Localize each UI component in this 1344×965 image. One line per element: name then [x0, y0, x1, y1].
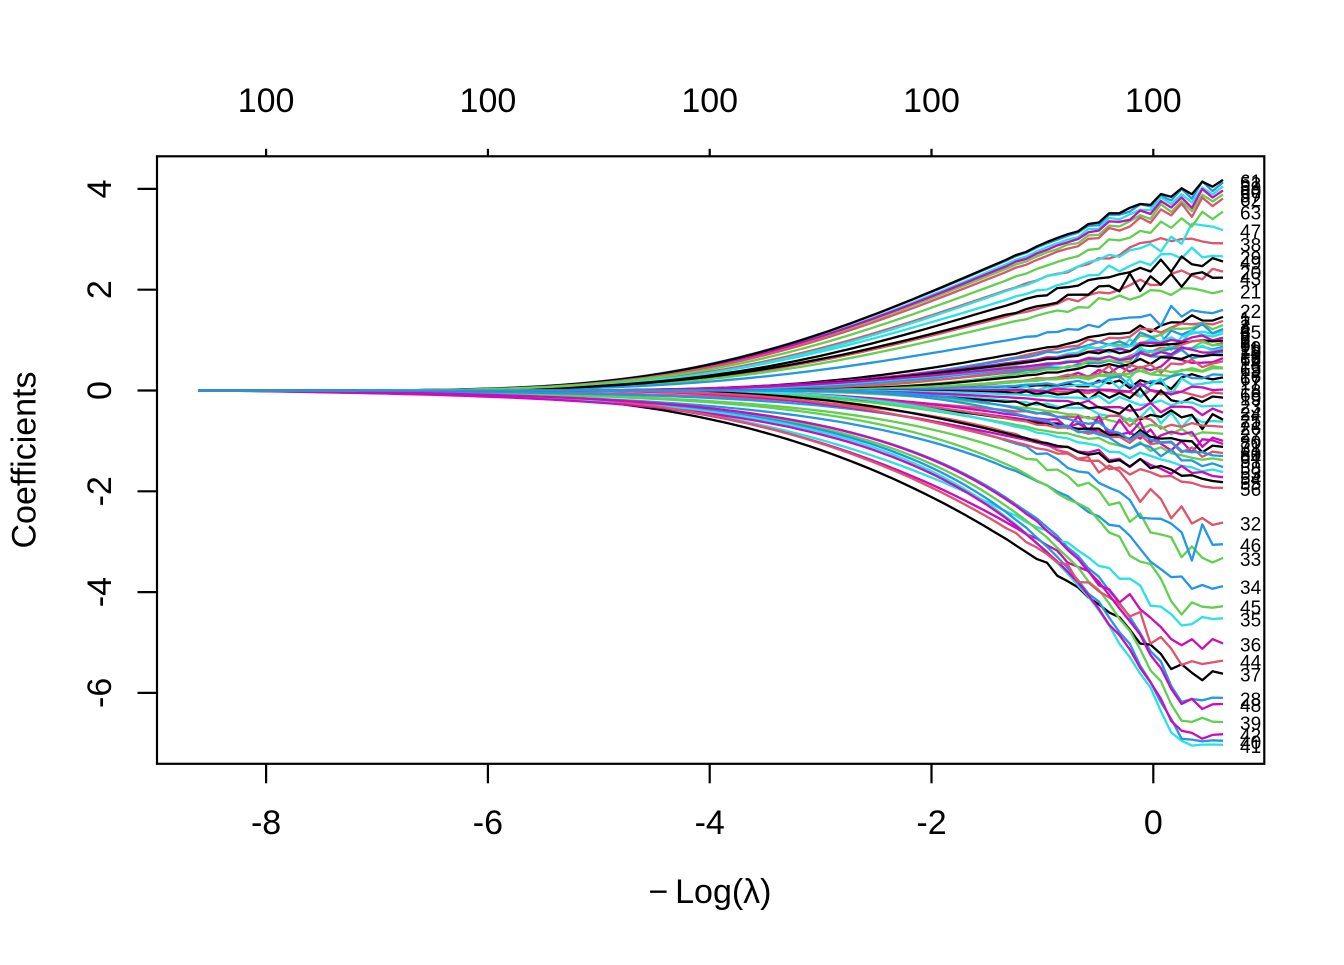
svg-text:6: 6: [1240, 330, 1251, 351]
svg-text:59: 59: [1240, 178, 1261, 199]
svg-text:12: 12: [1240, 342, 1261, 363]
svg-text:100: 100: [681, 82, 738, 120]
svg-text:46: 46: [1240, 536, 1261, 557]
svg-text:56: 56: [1240, 480, 1261, 501]
svg-text:17: 17: [1240, 374, 1261, 395]
svg-text:43: 43: [1240, 270, 1261, 291]
svg-text:45: 45: [1240, 598, 1261, 619]
svg-text:36: 36: [1240, 636, 1261, 657]
svg-text:71: 71: [1240, 414, 1261, 435]
svg-text:72: 72: [1240, 436, 1261, 457]
svg-text:25: 25: [1240, 412, 1261, 433]
svg-text:67: 67: [1240, 369, 1261, 390]
svg-text:13: 13: [1240, 347, 1261, 368]
svg-text:57: 57: [1240, 186, 1261, 207]
svg-text:15: 15: [1240, 360, 1261, 381]
svg-text:21: 21: [1240, 283, 1261, 304]
svg-text:26: 26: [1240, 419, 1261, 440]
svg-text:100: 100: [1125, 82, 1182, 120]
svg-text:14: 14: [1240, 353, 1262, 374]
svg-text:63: 63: [1240, 204, 1261, 225]
svg-text:40: 40: [1240, 733, 1261, 754]
svg-text:− Log(λ): − Log(λ): [648, 873, 771, 911]
svg-text:55: 55: [1240, 474, 1261, 495]
svg-text:60: 60: [1240, 182, 1261, 203]
svg-text:2: 2: [1240, 313, 1251, 334]
svg-text:44: 44: [1240, 653, 1262, 674]
svg-text:48: 48: [1240, 696, 1261, 717]
svg-text:0: 0: [81, 381, 119, 400]
svg-text:41: 41: [1240, 737, 1261, 758]
svg-text:38: 38: [1240, 235, 1261, 256]
svg-text:69: 69: [1240, 360, 1261, 381]
svg-text:50: 50: [1240, 445, 1261, 466]
svg-text:64: 64: [1240, 448, 1262, 469]
svg-text:100: 100: [460, 82, 517, 120]
svg-text:100: 100: [238, 82, 295, 120]
svg-text:-2: -2: [916, 804, 946, 842]
svg-text:-4: -4: [81, 577, 119, 607]
svg-text:61: 61: [1240, 172, 1261, 193]
svg-text:2: 2: [81, 280, 119, 299]
svg-text:34: 34: [1240, 578, 1262, 599]
svg-text:3: 3: [1240, 317, 1251, 338]
svg-text:54: 54: [1240, 469, 1262, 490]
svg-text:-2: -2: [81, 476, 119, 506]
svg-text:37: 37: [1240, 666, 1261, 687]
svg-text:29: 29: [1240, 248, 1261, 269]
svg-text:49: 49: [1240, 254, 1261, 275]
svg-text:18: 18: [1240, 382, 1261, 403]
svg-text:28: 28: [1240, 690, 1261, 711]
svg-text:8: 8: [1240, 335, 1251, 356]
svg-text:22: 22: [1240, 302, 1261, 323]
svg-text:11: 11: [1240, 340, 1260, 361]
svg-text:19: 19: [1240, 390, 1261, 411]
svg-text:4: 4: [81, 179, 119, 198]
svg-text:70: 70: [1240, 344, 1261, 365]
svg-text:35: 35: [1240, 610, 1261, 631]
svg-text:0: 0: [1144, 804, 1163, 842]
svg-text:-4: -4: [695, 804, 725, 842]
svg-text:23: 23: [1240, 398, 1261, 419]
svg-text:5: 5: [1240, 326, 1251, 347]
svg-text:47: 47: [1240, 222, 1261, 243]
svg-text:66: 66: [1240, 350, 1261, 371]
svg-text:58: 58: [1240, 459, 1261, 480]
svg-text:9: 9: [1240, 337, 1251, 358]
svg-text:1: 1: [1240, 309, 1251, 330]
svg-text:100: 100: [903, 82, 960, 120]
svg-text:16: 16: [1240, 367, 1261, 388]
svg-text:-8: -8: [251, 804, 281, 842]
svg-text:31: 31: [1240, 439, 1261, 460]
svg-text:-6: -6: [81, 678, 119, 708]
svg-text:24: 24: [1240, 405, 1262, 426]
svg-text:30: 30: [1240, 433, 1261, 454]
svg-text:51: 51: [1240, 452, 1261, 473]
svg-text:39: 39: [1240, 714, 1261, 735]
svg-text:42: 42: [1240, 726, 1261, 747]
svg-text:20: 20: [1240, 264, 1261, 285]
svg-text:62: 62: [1240, 191, 1261, 212]
svg-text:-6: -6: [473, 804, 503, 842]
svg-text:65: 65: [1240, 323, 1261, 344]
svg-text:68: 68: [1240, 386, 1261, 407]
svg-text:32: 32: [1240, 515, 1261, 536]
svg-text:7: 7: [1240, 333, 1251, 354]
svg-text:4: 4: [1240, 321, 1251, 342]
svg-text:33: 33: [1240, 550, 1261, 571]
svg-text:10: 10: [1240, 339, 1261, 360]
svg-text:Coefficients: Coefficients: [6, 371, 44, 548]
svg-text:53: 53: [1240, 464, 1261, 485]
svg-text:52: 52: [1240, 174, 1261, 195]
svg-text:27: 27: [1240, 426, 1261, 447]
